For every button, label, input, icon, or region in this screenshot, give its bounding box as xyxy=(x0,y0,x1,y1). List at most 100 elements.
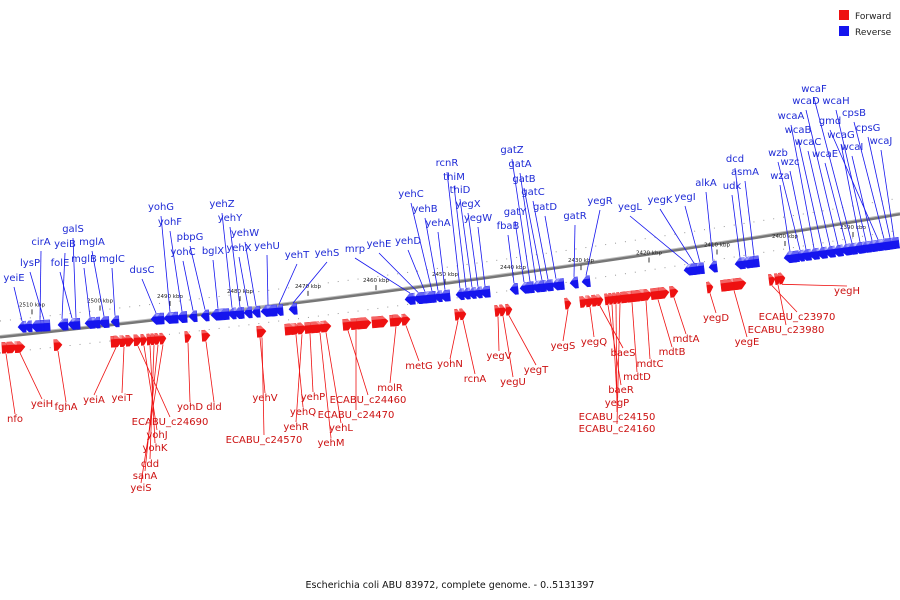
reverse-gene-label-mglB[interactable]: mglB xyxy=(71,254,97,265)
forward-gene-label-fghA[interactable]: fghA xyxy=(54,402,77,413)
reverse-gene-yehS[interactable] xyxy=(288,302,298,315)
reverse-gene-wzc[interactable] xyxy=(800,248,812,261)
reverse-gene-label-wzc[interactable]: wzc xyxy=(781,157,800,168)
reverse-gene-label-wcaC[interactable]: wcaC xyxy=(795,137,822,148)
reverse-gene-label-wcaG[interactable]: wcaG xyxy=(827,130,855,141)
forward-gene-label-ECABU_c24570[interactable]: ECABU_c24570 xyxy=(226,435,303,446)
reverse-gene-gatR[interactable] xyxy=(569,276,579,289)
reverse-gene-block[interactable] xyxy=(424,291,436,303)
reverse-gene-yeiE[interactable] xyxy=(17,320,27,333)
reverse-gene-thiM[interactable] xyxy=(461,287,471,300)
reverse-gene-wcaA[interactable] xyxy=(808,247,820,260)
reverse-gene-label-wcaB[interactable]: wcaB xyxy=(785,125,812,136)
forward-gene-block[interactable] xyxy=(392,314,404,327)
reverse-gene-yehX[interactable] xyxy=(243,306,253,319)
reverse-gene-label-mglA[interactable]: mglA xyxy=(79,237,105,248)
reverse-gene-block[interactable] xyxy=(169,311,179,324)
reverse-gene-block[interactable] xyxy=(30,320,42,332)
reverse-gene-yohC[interactable] xyxy=(188,310,198,323)
reverse-gene-label-wcaI[interactable]: wcaI xyxy=(841,142,864,153)
forward-gene-label-yegS[interactable]: yegS xyxy=(551,341,576,352)
forward-gene-block[interactable] xyxy=(356,317,372,330)
forward-gene-block[interactable] xyxy=(6,341,18,354)
reverse-gene-block[interactable] xyxy=(23,320,33,333)
forward-gene-yohJ[interactable] xyxy=(140,334,148,346)
reverse-gene-label-rcnR[interactable]: rcnR xyxy=(436,158,459,169)
forward-gene-rcnA[interactable] xyxy=(459,308,467,321)
reverse-gene-label-yeiB[interactable]: yeiB xyxy=(54,239,76,250)
forward-gene-label-yegE[interactable]: yegE xyxy=(735,337,760,348)
reverse-gene-rcnR[interactable] xyxy=(455,288,465,301)
reverse-gene-label-fbaB[interactable]: fbaB xyxy=(497,221,520,232)
reverse-gene-yehZ[interactable] xyxy=(227,307,237,320)
reverse-gene-label-yohG[interactable]: yohG xyxy=(148,202,174,213)
forward-gene-mdtA[interactable] xyxy=(669,285,679,298)
reverse-gene-label-gatY[interactable]: gatY xyxy=(504,207,527,218)
forward-gene-block[interactable] xyxy=(733,277,747,291)
forward-gene-label-ECABU_c24160[interactable]: ECABU_c24160 xyxy=(579,424,656,435)
reverse-gene-label-yehE[interactable]: yehE xyxy=(367,239,392,250)
reverse-gene-label-yohF[interactable]: yohF xyxy=(158,217,182,228)
reverse-gene-wcaJ[interactable] xyxy=(888,236,900,250)
reverse-gene-label-dusC[interactable]: dusC xyxy=(130,265,155,276)
forward-gene-block[interactable] xyxy=(720,278,736,292)
forward-gene-label-yohK[interactable]: yohK xyxy=(143,443,168,454)
reverse-gene-label-udk[interactable]: udk xyxy=(723,181,742,192)
forward-gene-label-baeS[interactable]: baeS xyxy=(611,348,636,359)
reverse-gene-block[interactable] xyxy=(155,312,165,325)
reverse-gene-label-yegL[interactable]: yegL xyxy=(618,202,642,213)
forward-gene-label-rcnA[interactable]: rcnA xyxy=(464,374,487,385)
forward-gene-label-ECABU_c24460[interactable]: ECABU_c24460 xyxy=(330,395,407,406)
reverse-gene-label-yehT[interactable]: yehT xyxy=(285,250,310,261)
forward-gene-block[interactable] xyxy=(620,291,632,304)
reverse-gene-label-mrp[interactable]: mrp xyxy=(345,244,365,255)
reverse-gene-label-wcaJ[interactable]: wcaJ xyxy=(870,136,893,147)
reverse-gene-label-gatB[interactable]: gatB xyxy=(512,174,535,185)
forward-gene-label-molR[interactable]: molR xyxy=(377,383,403,394)
reverse-gene-galS[interactable] xyxy=(71,317,81,330)
reverse-gene-yegR[interactable] xyxy=(581,275,591,288)
reverse-gene-label-wza[interactable]: wza xyxy=(770,171,790,182)
forward-gene-label-yehP[interactable]: yehP xyxy=(301,392,325,403)
reverse-gene-wcaF[interactable] xyxy=(846,242,858,255)
forward-gene-block[interactable] xyxy=(371,315,389,329)
forward-gene-dld[interactable] xyxy=(201,329,211,342)
forward-gene-block[interactable] xyxy=(631,289,645,303)
forward-gene-mdtC[interactable] xyxy=(639,288,653,302)
forward-gene-block[interactable] xyxy=(310,321,322,334)
forward-gene-label-yohD[interactable]: yohD xyxy=(177,402,203,413)
forward-gene-yegV[interactable] xyxy=(494,304,502,317)
forward-gene-block[interactable] xyxy=(591,294,601,307)
forward-gene-label-ECABU_c24470[interactable]: ECABU_c24470 xyxy=(318,410,395,421)
forward-gene-label-yegV[interactable]: yegV xyxy=(486,351,511,362)
reverse-gene-block[interactable] xyxy=(266,304,278,317)
forward-gene-label-dld[interactable]: dld xyxy=(206,402,221,413)
reverse-gene-label-gatR[interactable]: gatR xyxy=(563,211,586,222)
forward-gene-label-yehM[interactable]: yehM xyxy=(317,438,344,449)
reverse-gene-label-yegX[interactable]: yegX xyxy=(455,199,480,210)
forward-gene-label-mdtD[interactable]: mdtD xyxy=(623,372,651,383)
reverse-gene-label-gatD[interactable]: gatD xyxy=(533,202,557,213)
reverse-gene-block[interactable] xyxy=(535,280,545,293)
forward-gene-ECABU_c24690[interactable] xyxy=(133,334,143,347)
forward-gene-fghA[interactable] xyxy=(53,339,63,351)
forward-gene-label-yegD[interactable]: yegD xyxy=(703,313,729,324)
reverse-gene-wcaC[interactable] xyxy=(824,245,836,258)
forward-gene-label-yohJ[interactable]: yohJ xyxy=(146,430,167,441)
reverse-gene-block[interactable] xyxy=(59,318,69,331)
forward-gene-label-yegH[interactable]: yegH xyxy=(834,286,860,297)
reverse-gene-yehA[interactable] xyxy=(439,289,451,302)
forward-gene-label-yeiS[interactable]: yeiS xyxy=(130,483,151,494)
reverse-gene-label-yehB[interactable]: yehB xyxy=(412,204,437,215)
forward-gene-label-yohN[interactable]: yohN xyxy=(437,359,463,370)
reverse-gene-label-cpsG[interactable]: cpsG xyxy=(856,123,881,134)
reverse-gene-mglC[interactable] xyxy=(110,315,120,328)
reverse-gene-block[interactable] xyxy=(233,307,243,319)
reverse-gene-label-thiD[interactable]: thiD xyxy=(450,185,471,196)
reverse-gene-label-asmA[interactable]: asmA xyxy=(731,167,759,178)
reverse-gene-label-galS[interactable]: galS xyxy=(62,224,84,235)
reverse-gene-label-cirA[interactable]: cirA xyxy=(31,237,50,248)
reverse-gene-label-yehU[interactable]: yehU xyxy=(254,241,280,252)
reverse-gene-udk[interactable] xyxy=(734,257,746,270)
forward-gene-yohD[interactable] xyxy=(184,331,192,343)
